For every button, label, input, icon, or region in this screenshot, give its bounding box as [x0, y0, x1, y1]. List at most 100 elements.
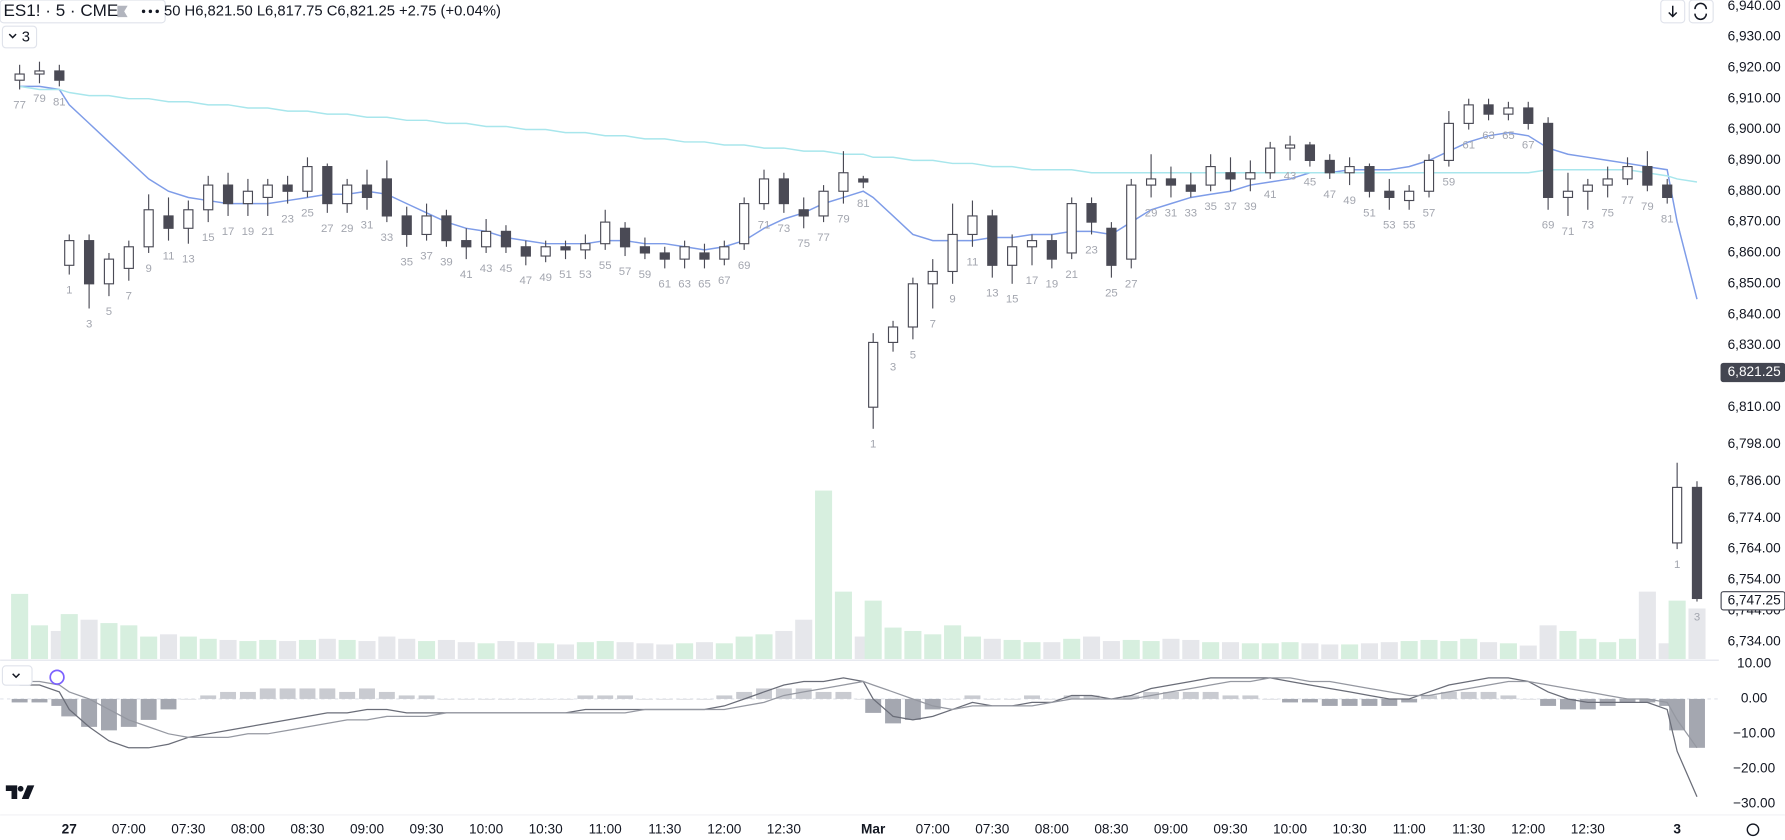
candle-body — [1225, 172, 1236, 180]
bar-count-label: 51 — [1363, 207, 1376, 219]
bar-count-label: 65 — [1502, 130, 1515, 142]
volume-bar — [1599, 642, 1617, 660]
x-tick-label: 10:00 — [469, 821, 504, 836]
bar-count-label: 11 — [163, 251, 175, 263]
bar-count-label: 71 — [1562, 226, 1575, 238]
candle-body — [322, 166, 333, 205]
macd-histogram-bar — [1162, 691, 1179, 699]
candle-body — [520, 246, 531, 257]
candle-body — [739, 203, 750, 245]
candle-body — [540, 246, 551, 257]
x-tick-label: 07:00 — [112, 821, 147, 836]
bar-count-label: 61 — [658, 278, 671, 290]
bar-count-label: 17 — [1026, 275, 1039, 287]
volume-bar — [179, 636, 197, 660]
y-tick-label: 6,764.00 — [1728, 541, 1782, 556]
more-icon[interactable] — [141, 9, 159, 14]
volume-bar — [1519, 645, 1537, 660]
bar-count-label: 45 — [1304, 177, 1317, 189]
sync-icon[interactable] — [49, 669, 65, 685]
candle-body — [858, 178, 869, 183]
bar-count-label: 41 — [460, 269, 473, 281]
flag-icon[interactable] — [117, 5, 128, 18]
volume-bar — [1400, 641, 1418, 660]
settings-icon[interactable] — [1746, 823, 1760, 837]
macd-histogram-bar — [319, 688, 336, 699]
bar-count-label: 13 — [986, 288, 999, 300]
bar-count-label: 13 — [182, 254, 195, 266]
candle-body — [480, 230, 492, 248]
macd-histogram-bar — [904, 698, 921, 720]
macd-histogram-bar — [736, 691, 753, 699]
macd-histogram-bar — [279, 688, 296, 699]
volume-bar — [1440, 641, 1458, 660]
y-tick-label: 6,850.00 — [1728, 275, 1782, 290]
x-tick-label: 07:00 — [916, 821, 951, 836]
bar-count-label: 49 — [1343, 195, 1356, 207]
bar-count-label: 73 — [1581, 220, 1594, 232]
macd-histogram-bar — [1123, 695, 1140, 699]
candle-body — [967, 215, 978, 236]
indicator-toggle[interactable] — [1, 25, 38, 49]
macd-histogram-bar — [220, 691, 237, 699]
volume-bar — [1380, 642, 1398, 660]
bar-count-label: 11 — [967, 257, 979, 269]
y-tick-label: 6,900.00 — [1728, 121, 1782, 136]
volume-bar — [1122, 639, 1140, 660]
ma-layer — [19, 85, 1698, 300]
y-tick-label: 6,910.00 — [1728, 90, 1782, 105]
bar-count-label: 55 — [599, 260, 612, 272]
volume-bar — [1023, 642, 1041, 660]
candle-body — [1026, 240, 1038, 248]
x-tick-label: 27 — [62, 821, 77, 836]
y-tick-label: 6,830.00 — [1728, 337, 1782, 352]
macd-histogram-bar — [1669, 698, 1686, 731]
macd-histogram-bar — [1282, 698, 1299, 703]
macd-signal-line — [19, 677, 1698, 749]
macd-histogram-bar — [1639, 698, 1656, 703]
macd-histogram-bar — [1500, 695, 1517, 699]
volume-bar — [1638, 591, 1656, 660]
candle-body — [719, 246, 730, 260]
volume-bar — [1460, 638, 1478, 660]
macd-histogram-bar — [597, 695, 614, 699]
y-tick-label: 6,870.00 — [1728, 214, 1782, 229]
volume-bar — [775, 630, 793, 660]
volume-bar — [1083, 636, 1101, 660]
candle-body — [203, 184, 214, 211]
bar-count-label: 77 — [13, 99, 26, 111]
candle-body — [1066, 203, 1077, 254]
bar-count-label: 65 — [698, 278, 711, 290]
x-tick-label: 08:00 — [231, 821, 266, 836]
bar-count-label: 35 — [1204, 201, 1217, 213]
volume-bar — [1003, 639, 1021, 660]
y-tick-label: 6,920.00 — [1728, 59, 1782, 74]
price-label: 6,821.25 — [1728, 364, 1782, 379]
macd-histogram-bar — [617, 695, 634, 699]
x-tick-label: 08:30 — [290, 821, 325, 836]
bar-count-label: 7 — [126, 291, 132, 303]
candle-body — [14, 73, 25, 81]
candle-body — [500, 230, 512, 248]
macd-tick-label: −20.00 — [1733, 760, 1776, 775]
volume-bar — [537, 643, 555, 660]
candle-body — [1205, 166, 1216, 186]
y-tick-label: 6,890.00 — [1728, 152, 1782, 167]
volume-layer — [11, 490, 1706, 660]
volume-bar — [924, 634, 942, 660]
moving-average — [19, 85, 1698, 183]
bar-count-label: 27 — [1125, 278, 1138, 290]
candle-body — [242, 190, 254, 205]
macd-tick-label: −30.00 — [1733, 795, 1776, 810]
macd-histogram-bar — [1004, 698, 1021, 700]
candle-body — [1662, 184, 1673, 199]
bar-count-label: 67 — [1522, 139, 1535, 151]
candle-body — [103, 258, 115, 285]
candle-body — [1582, 184, 1593, 192]
candle-body — [163, 215, 174, 229]
bar-count-label: 73 — [778, 223, 791, 235]
volume-bar — [616, 642, 634, 660]
x-tick-label: 11:30 — [648, 821, 682, 836]
macd-histogram-bar — [359, 688, 375, 699]
candle-body — [818, 190, 829, 217]
